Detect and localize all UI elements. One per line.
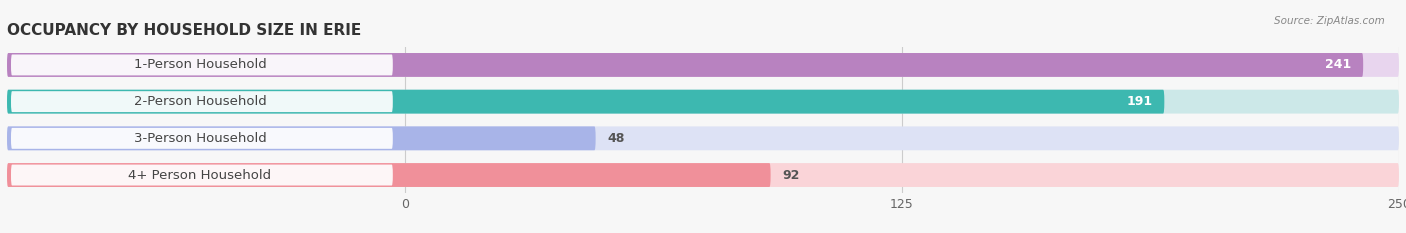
Text: OCCUPANCY BY HOUSEHOLD SIZE IN ERIE: OCCUPANCY BY HOUSEHOLD SIZE IN ERIE xyxy=(7,24,361,38)
Text: 2-Person Household: 2-Person Household xyxy=(134,95,266,108)
FancyBboxPatch shape xyxy=(11,164,392,185)
FancyBboxPatch shape xyxy=(7,53,1364,77)
FancyBboxPatch shape xyxy=(7,90,1399,113)
Text: 4+ Person Household: 4+ Person Household xyxy=(128,168,271,182)
Text: Source: ZipAtlas.com: Source: ZipAtlas.com xyxy=(1274,16,1385,26)
FancyBboxPatch shape xyxy=(7,53,1399,77)
Text: 1-Person Household: 1-Person Household xyxy=(134,58,266,72)
Text: 191: 191 xyxy=(1126,95,1153,108)
Text: 241: 241 xyxy=(1324,58,1351,72)
FancyBboxPatch shape xyxy=(7,90,1164,113)
FancyBboxPatch shape xyxy=(11,55,392,75)
FancyBboxPatch shape xyxy=(7,163,770,187)
FancyBboxPatch shape xyxy=(7,163,1399,187)
Text: 92: 92 xyxy=(783,168,800,182)
FancyBboxPatch shape xyxy=(11,91,392,112)
FancyBboxPatch shape xyxy=(11,128,392,149)
Text: 48: 48 xyxy=(607,132,624,145)
FancyBboxPatch shape xyxy=(7,127,596,150)
FancyBboxPatch shape xyxy=(7,127,1399,150)
Text: 3-Person Household: 3-Person Household xyxy=(134,132,266,145)
